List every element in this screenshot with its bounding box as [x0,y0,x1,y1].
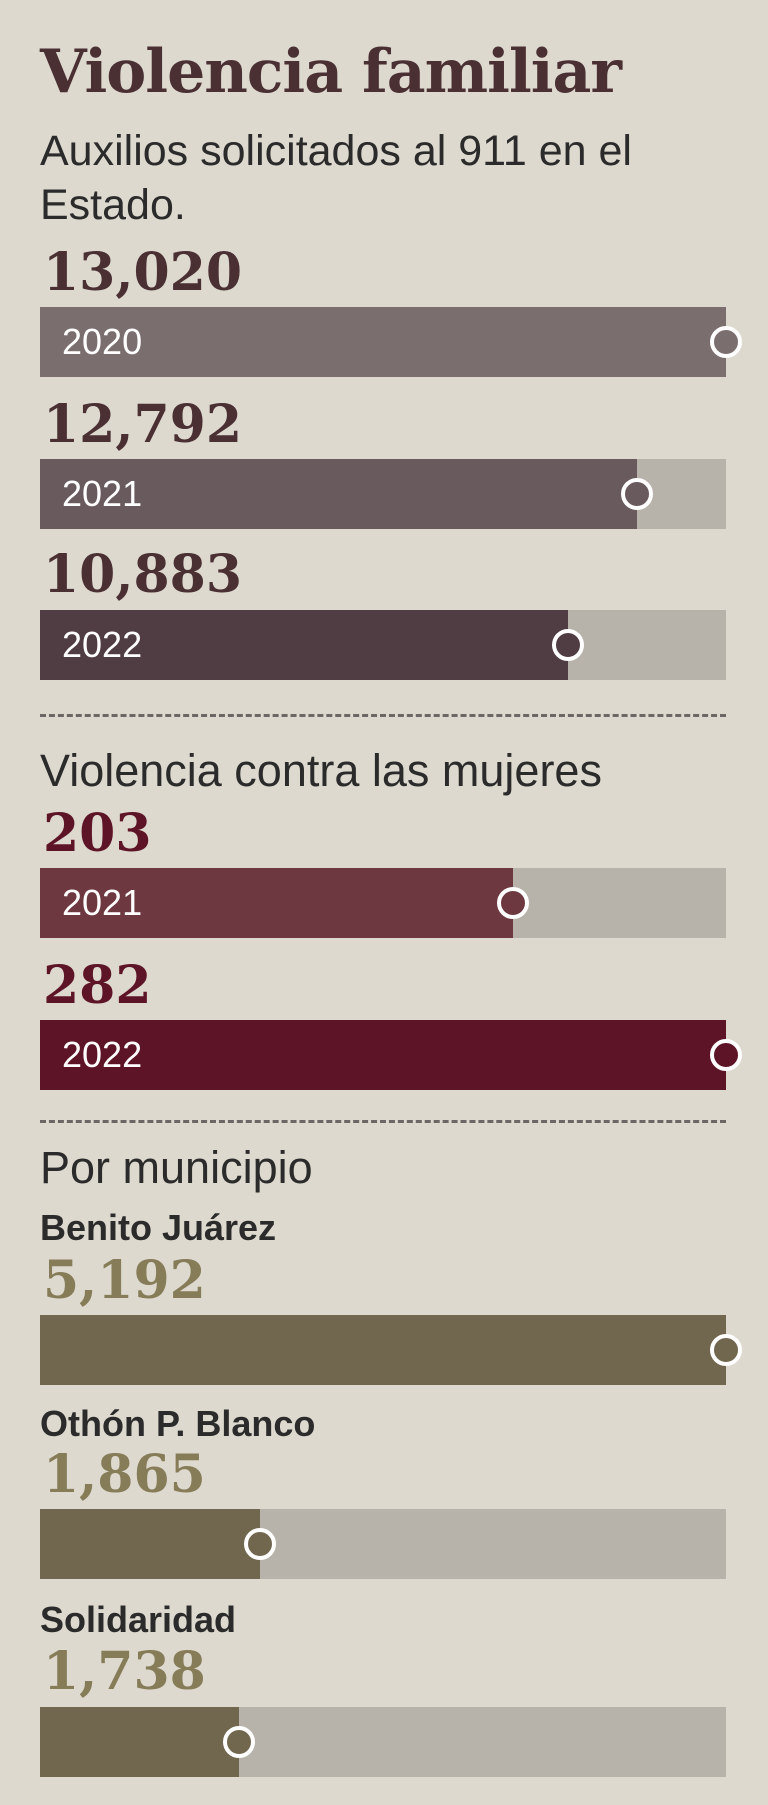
bar-end-marker [620,478,653,510]
bar-end-marker [710,1039,742,1071]
bar-label-year: 2021 [62,882,143,923]
bar-track: 2022 [40,1020,742,1090]
bar-track [40,1315,742,1385]
bar-track: 2021 [40,868,726,938]
bar-othon-p-blanco [40,1509,260,1579]
section-divider [40,714,726,717]
chart-title: Violencia familiar [40,37,622,107]
bar-track [40,1509,726,1579]
bar-track: 2020 [40,307,742,377]
section-title-women: Violencia contra las mujeres [40,745,602,796]
value-label: 203 [43,803,152,864]
bar-track: 2021 [40,459,726,529]
bar-women-2021 [40,868,514,938]
value-label: 10,883 [43,544,243,605]
chart-subtitle: Auxilios solicitados al 911 en el Estado… [40,127,632,229]
bar-end-marker [243,1528,276,1560]
bar-benito-juarez [40,1315,726,1385]
section-title-municipio: Por municipio [40,1142,313,1193]
bar-solidaridad [40,1707,239,1777]
bar-track: 2022 [40,610,726,680]
value-label: 12,792 [43,394,243,455]
bar-2022 [40,610,569,680]
municipio-name: Benito Juárez [40,1207,277,1248]
bar-end-marker [552,629,585,661]
bar-label-year: 2021 [62,473,143,514]
value-label: 5,192 [43,1250,206,1311]
bar-label-year: 2022 [62,1034,143,1075]
section-divider [40,1120,726,1123]
bar-end-marker [710,1334,742,1366]
value-label: 13,020 [43,242,243,303]
value-label: 1,738 [43,1641,206,1702]
bar-end-marker [710,326,742,358]
municipio-name: Othón P. Blanco [40,1403,316,1444]
bar-end-marker [497,887,530,919]
municipio-name: Solidaridad [40,1599,237,1640]
bar-women-2022 [40,1020,726,1090]
bar-label-year: 2020 [62,321,143,362]
bar-track [40,1707,726,1777]
bar-label-year: 2022 [62,624,143,665]
bar-end-marker [222,1726,255,1758]
value-label: 1,865 [43,1444,206,1505]
bar-2021 [40,459,637,529]
value-label: 282 [43,955,152,1016]
bar-2020 [40,307,726,377]
